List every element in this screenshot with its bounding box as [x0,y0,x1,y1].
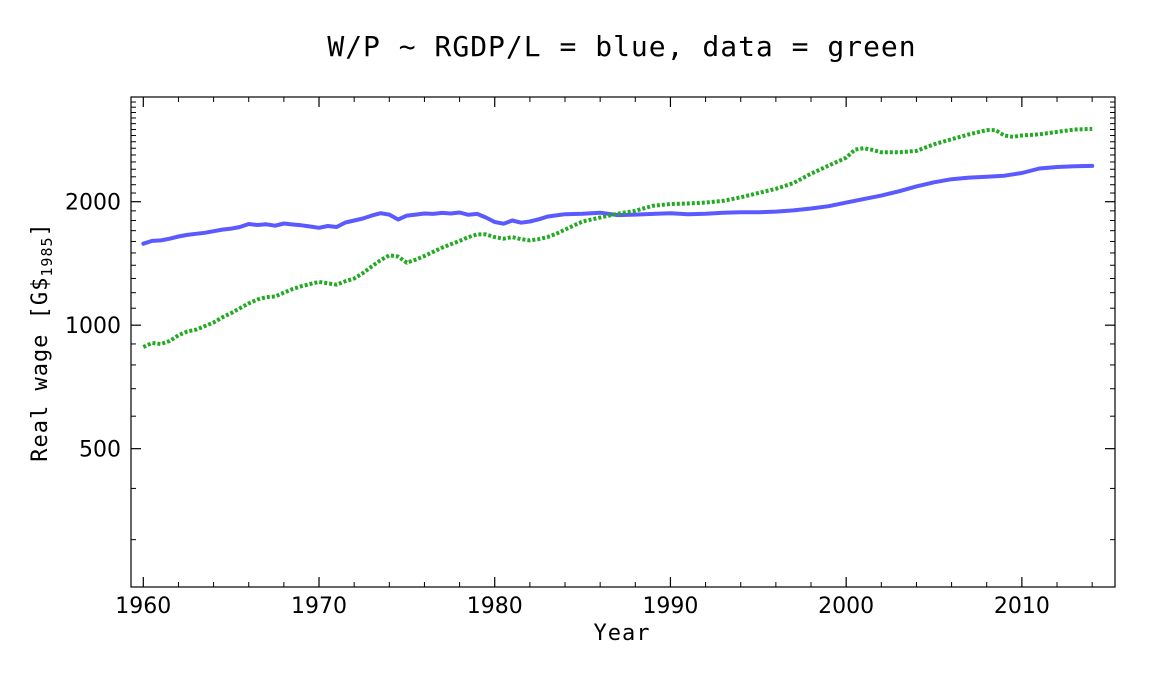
data-series-line [142,126,1093,349]
y-axis-label-subscript: 1985 [38,236,56,276]
y-axis-label: Real wage [G$1985] [28,222,56,462]
y-tick-label: 1000 [65,314,121,339]
chart-title: W/P ~ RGDP/L = blue, data = green [327,30,916,63]
x-tick-label: 1970 [291,594,347,619]
x-axis-label: Year [594,621,651,646]
y-tick-label: 500 [79,438,121,463]
minor-ticks [131,97,1115,587]
x-tick-label: 1990 [642,594,698,619]
x-tick-label: 1960 [115,594,171,619]
y-axis-label-text: Real wage [G$1985] [28,222,56,462]
x-axis: 1960 1970 1980 1990 2000 2010 [115,97,1050,619]
plot-area-frame [130,96,1116,588]
y-axis-label-end: ] [28,222,53,236]
y-tick-label: 2000 [65,191,121,216]
y-axis-label-main: Real wage [G$ [28,277,53,462]
series-layer [141,126,1095,349]
y-axis: 500 1000 2000 [65,191,1115,463]
x-tick-label: 2000 [818,594,874,619]
x-tick-label: 2010 [994,594,1050,619]
x-tick-label: 1980 [467,594,523,619]
model-series-line [141,163,1095,246]
